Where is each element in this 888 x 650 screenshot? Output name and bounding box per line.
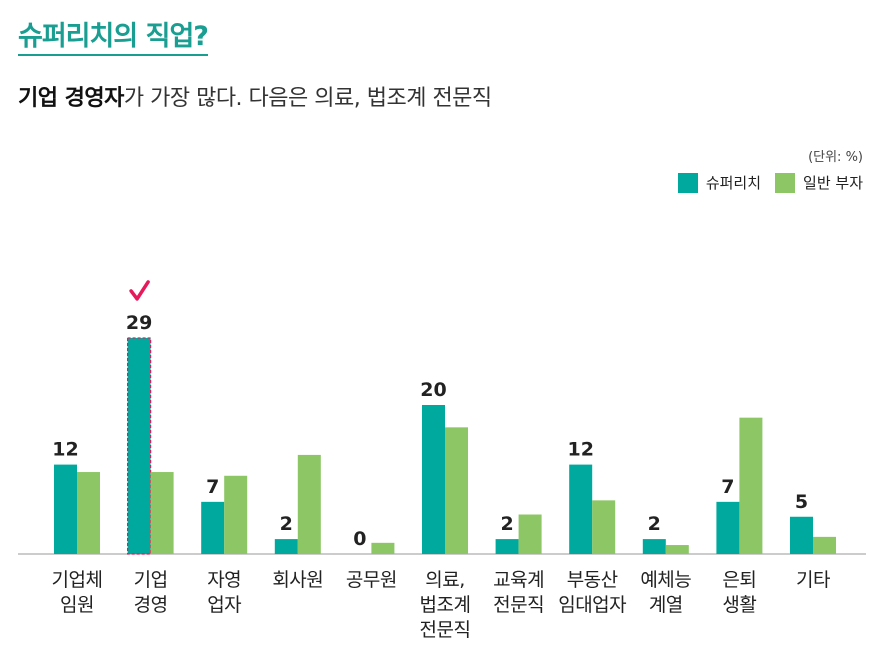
category-label-0: 기업체 임원 [51, 569, 103, 616]
legend: 슈퍼리치 일반 부자 [664, 172, 863, 193]
legend-item-general: 일반 부자 [775, 172, 863, 193]
bar-general-10 [813, 536, 836, 554]
value-label-7: 12 [567, 439, 593, 461]
bar-super-rich-6 [495, 539, 519, 554]
bar-super-rich-9 [716, 501, 740, 554]
legend-item-super-rich: 슈퍼리치 [677, 172, 762, 193]
legend-label-general: 일반 부자 [803, 174, 863, 192]
bar-super-rich-7 [569, 464, 593, 554]
chart-title: 슈퍼리치의 직업? [18, 14, 209, 56]
category-label-4: 공무원 [345, 569, 397, 591]
bar-general-3 [297, 454, 321, 554]
bar-general-2 [224, 475, 248, 554]
bar-super-rich-10 [790, 516, 813, 554]
category-label-9: 은퇴 생활 [722, 569, 757, 616]
value-label-3: 2 [280, 513, 293, 535]
bar-general-5 [445, 427, 468, 554]
value-label-2: 7 [206, 476, 219, 498]
bar-general-4 [371, 542, 395, 554]
bar-super-rich-5 [422, 405, 445, 554]
legend-label-super-rich: 슈퍼리치 [705, 174, 762, 192]
value-label-1: 29 [126, 312, 152, 334]
value-label-6: 2 [500, 513, 513, 535]
value-label-4: 0 [353, 528, 366, 550]
category-label-7: 부동산 임대업자 [558, 569, 627, 616]
category-label-10: 기타 [796, 569, 830, 591]
bar-super-rich-0 [54, 464, 77, 554]
category-label-1: 기업 경영 [133, 569, 168, 616]
bar-super-rich-1 [126, 337, 152, 555]
bar-general-6 [518, 514, 542, 554]
value-label-5: 20 [420, 379, 446, 401]
value-label-10: 5 [795, 491, 808, 513]
chart-subtitle: 기업 경영자가 가장 많다. 다음은 의료, 법조계 전문직 [18, 80, 492, 112]
category-label-2: 자영 업자 [207, 569, 242, 616]
bar-super-rich-8 [642, 539, 666, 554]
bar-general-7 [592, 500, 616, 554]
legend-swatch-general [775, 172, 796, 193]
value-label-8: 2 [648, 513, 661, 535]
bar-general-9 [739, 417, 763, 554]
bar-general-0 [77, 472, 100, 554]
value-label-9: 7 [721, 476, 734, 498]
category-label-6: 교육계 전문직 [493, 569, 545, 616]
category-label-5: 의료, 법조계 전문직 [419, 569, 471, 641]
category-label-3: 회사원 [272, 569, 324, 591]
category-label-8: 예체능 계열 [640, 569, 692, 616]
legend-swatch-super-rich [677, 172, 698, 193]
subtitle-bold: 기업 경영자 [18, 86, 124, 111]
bar-super-rich-3 [274, 539, 298, 554]
bar-super-rich-2 [201, 501, 225, 554]
subtitle-rest: 가 가장 많다. 다음은 의료, 법조계 전문직 [123, 86, 492, 111]
check-icon [129, 280, 150, 301]
bar-general-1 [150, 472, 174, 554]
unit-label: (단위: %) [808, 150, 863, 165]
value-label-0: 12 [52, 439, 78, 461]
bar-general-8 [665, 545, 689, 554]
